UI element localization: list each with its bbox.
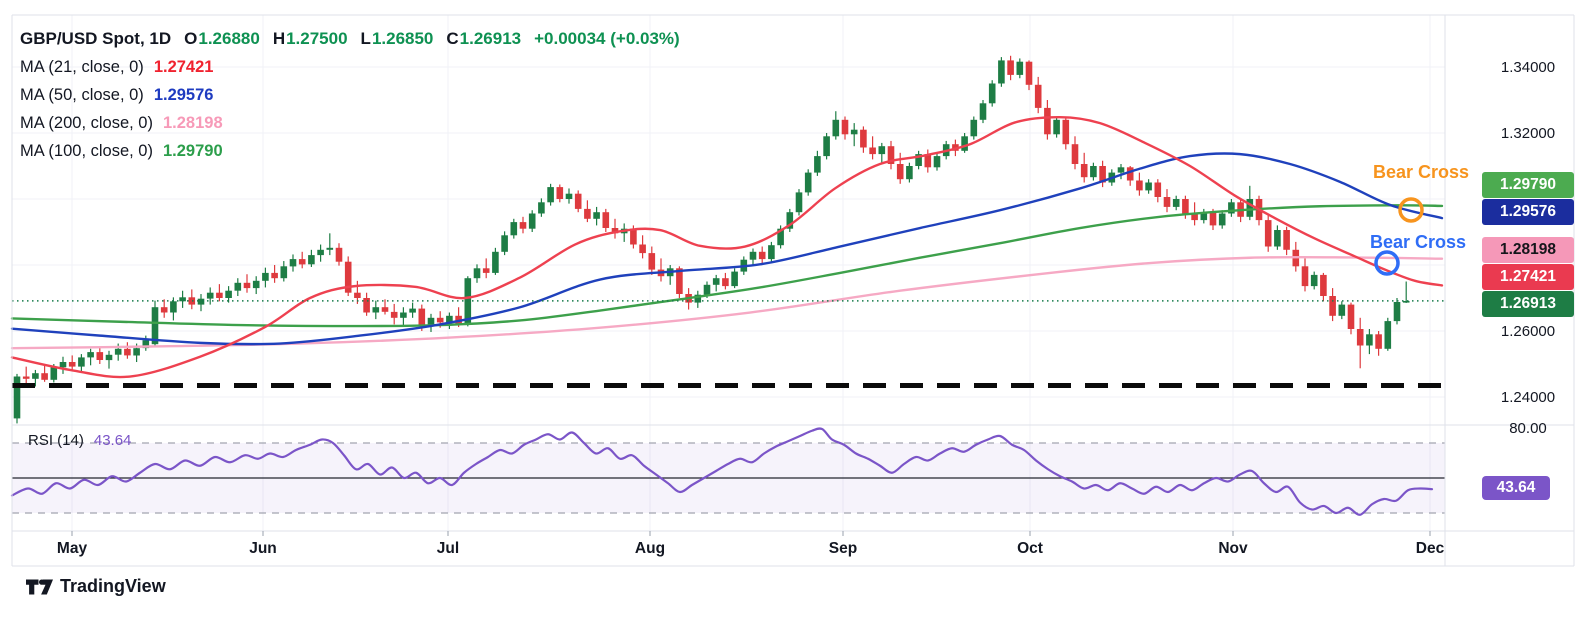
time-axis-month-aug: Aug xyxy=(634,540,666,557)
last-price-badge: 1.26913 xyxy=(1482,291,1574,317)
symbol-title-row[interactable]: GBP/USD Spot, 1D O 1.26880 H 1.27500 L 1.26… xyxy=(20,25,680,53)
rsi-label: RSI (14) xyxy=(28,432,84,449)
price-axis-label: 1.26000 xyxy=(1500,323,1556,340)
time-axis-month-jun: Jun xyxy=(249,540,277,557)
ohlc-open: O 1.26880 xyxy=(184,29,260,48)
ma21-price-badge: 1.27421 xyxy=(1482,264,1574,290)
rsi-axis-label-80: 80.00 xyxy=(1509,420,1547,437)
ohlc-high: H 1.27500 xyxy=(272,29,348,48)
time-axis-month-jul: Jul xyxy=(436,540,460,557)
time-axis-month-may: May xyxy=(56,540,88,557)
ma-legend-row-21[interactable]: MA (21, close, 0) 1.27421 xyxy=(20,57,214,76)
symbol-title[interactable]: GBP/USD Spot, 1D xyxy=(20,29,172,48)
time-axis-month-dec: Dec xyxy=(1415,540,1445,557)
tradingview-wordmark: TradingView xyxy=(60,576,166,596)
rsi-legend-row[interactable]: RSI (14) 43.64 xyxy=(28,432,131,449)
price-axis-label: 1.24000 xyxy=(1500,389,1556,406)
ma200-price-badge: 1.28198 xyxy=(1482,237,1574,263)
price-axis-label: 1.32000 xyxy=(1500,125,1556,142)
price-axis-label: 1.34000 xyxy=(1500,59,1556,76)
rsi-value-badge: 43.64 xyxy=(1482,476,1550,500)
ma-legend-row-200[interactable]: MA (200, close, 0) 1.28198 xyxy=(20,113,223,132)
bear-cross-label-ma21-ma200: Bear Cross xyxy=(1370,232,1467,252)
tradingview-brand[interactable]: TradingView xyxy=(26,576,166,597)
ma-legend-row-50[interactable]: MA (50, close, 0) 1.29576 xyxy=(20,85,214,104)
symbol-legend: GBP/USD Spot, 1D O 1.26880 H 1.27500 L 1.26… xyxy=(20,25,680,165)
change-value: +0.00034 (+0.03%) xyxy=(534,29,680,48)
time-axis-month-oct: Oct xyxy=(1017,540,1043,557)
ma-legend-row-100[interactable]: MA (100, close, 0) 1.29790 xyxy=(20,141,223,160)
ma100-price-badge: 1.29790 xyxy=(1482,172,1574,198)
tradingview-logo-icon xyxy=(26,579,53,594)
ohlc-low: L 1.26850 xyxy=(360,29,434,48)
ma50-price-badge: 1.29576 xyxy=(1482,199,1574,225)
rsi-value: 43.64 xyxy=(93,432,132,449)
time-axis-month-sep: Sep xyxy=(828,540,858,557)
bear-cross-label-ma100-ma50: Bear Cross xyxy=(1373,162,1470,182)
time-axis-month-nov: Nov xyxy=(1218,540,1248,557)
ohlc-close: C 1.26913 xyxy=(446,29,522,48)
